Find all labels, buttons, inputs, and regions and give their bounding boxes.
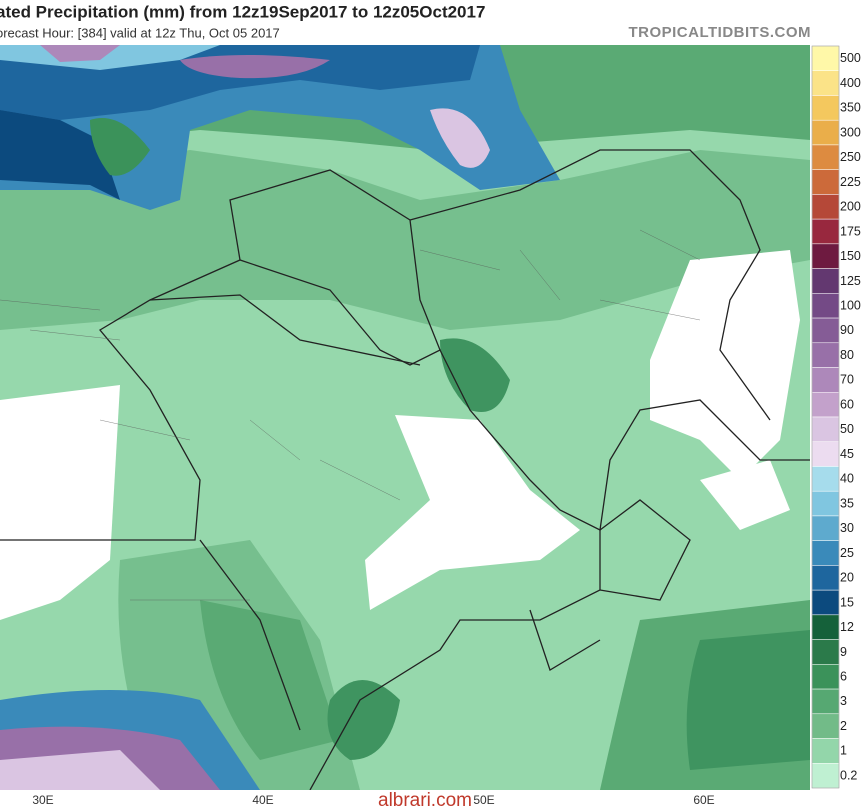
colorbar-label: 40 — [840, 472, 854, 486]
colorbar-label: 45 — [840, 447, 854, 461]
colorbar-swatch — [811, 565, 840, 591]
longitude-labels: 30E 40E 50E 60E — [32, 793, 714, 807]
colorbar-swatch — [811, 70, 840, 96]
colorbar-label: 2 — [840, 719, 847, 733]
colorbar-label: 400 — [840, 76, 861, 90]
colorbar-label: 300 — [840, 125, 861, 139]
subtitle: orecast Hour: [384] valid at 12z Thu, Oc… — [0, 25, 280, 40]
colorbar-label: 1 — [840, 744, 847, 758]
colorbar-label: 3 — [840, 694, 847, 708]
longitude-label: 50E — [473, 793, 494, 807]
colorbar-label: 175 — [840, 224, 861, 238]
colorbar-label: 70 — [840, 373, 854, 387]
longitude-label: 40E — [252, 793, 273, 807]
colorbar-label: 350 — [840, 101, 861, 115]
colorbar-label: 250 — [840, 150, 861, 164]
watermark: albrari.com — [378, 790, 472, 811]
colorbar-swatch — [811, 466, 840, 492]
colorbar-label: 80 — [840, 348, 854, 362]
colorbar-swatch — [811, 490, 840, 517]
colorbar-label: 90 — [840, 323, 854, 337]
map — [0, 45, 810, 790]
colorbar-label: 12 — [840, 620, 854, 634]
longitude-label: 60E — [693, 793, 714, 807]
colorbar-label: 20 — [840, 571, 854, 585]
colorbar-label: 0.2 — [840, 768, 857, 782]
colorbar-swatch — [811, 194, 840, 220]
colorbar-swatch — [811, 515, 840, 541]
colorbar-swatch — [811, 45, 840, 71]
colorbar-swatch — [811, 416, 840, 442]
colorbar-swatch — [811, 738, 840, 764]
colorbar-label: 100 — [840, 298, 861, 312]
colorbar-swatch — [811, 614, 840, 640]
brand: TROPICALTIDBITS.COM — [628, 24, 811, 41]
colorbar-swatch — [811, 589, 840, 616]
colorbar-swatch — [811, 317, 840, 344]
colorbar-swatch — [811, 392, 840, 418]
colorbar-swatch — [811, 144, 840, 170]
colorbar-swatch — [811, 293, 840, 319]
colorbar-swatch — [811, 218, 840, 245]
colorbar-swatch — [811, 342, 840, 368]
colorbar-label: 15 — [840, 595, 854, 609]
colorbar-swatch — [811, 268, 840, 294]
colorbar-swatch — [811, 367, 840, 393]
colorbar-label: 6 — [840, 669, 847, 683]
colorbar-swatch — [811, 119, 840, 146]
colorbar-label: 60 — [840, 397, 854, 411]
colorbar-swatch — [811, 713, 840, 739]
colorbar-label: 50 — [840, 422, 854, 436]
colorbar-swatch — [811, 95, 840, 121]
colorbar-swatch — [811, 664, 840, 690]
colorbar-swatch — [811, 243, 840, 269]
colorbar-swatch — [811, 169, 840, 195]
colorbar-label: 30 — [840, 521, 854, 535]
colorbar-swatch — [811, 763, 840, 789]
colorbar-label: 9 — [840, 645, 847, 659]
colorbar-label: 225 — [840, 175, 861, 189]
colorbar-label: 35 — [840, 496, 854, 510]
colorbar: 5004003503002502252001751501251009080706… — [811, 45, 861, 789]
colorbar-swatch — [811, 688, 840, 715]
colorbar-label: 25 — [840, 546, 854, 560]
colorbar-swatch — [811, 639, 840, 665]
longitude-label: 30E — [32, 793, 53, 807]
colorbar-label: 125 — [840, 274, 861, 288]
colorbar-frame — [811, 45, 840, 789]
colorbar-swatch — [811, 540, 840, 566]
colorbar-swatch — [811, 441, 840, 467]
colorbar-label: 150 — [840, 249, 861, 263]
colorbar-label: 500 — [840, 51, 861, 65]
colorbar-label: 200 — [840, 200, 861, 214]
title: ated Precipitation (mm) from 12z19Sep201… — [0, 2, 485, 21]
